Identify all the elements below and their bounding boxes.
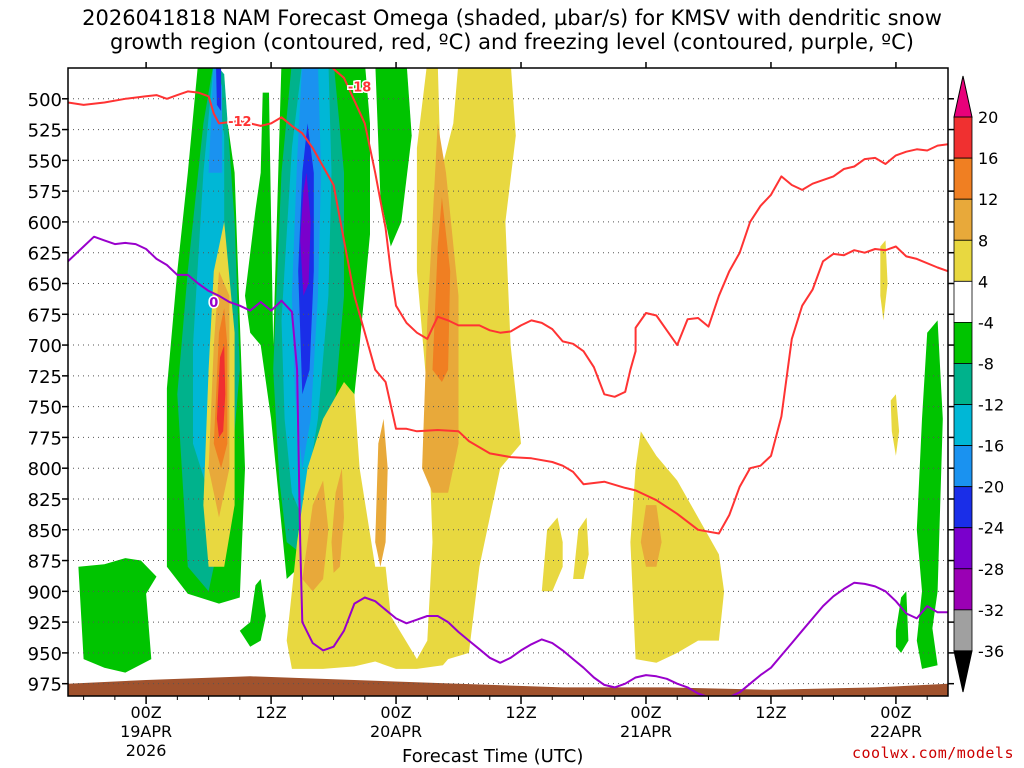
x-tick-time-48: 00Z	[630, 703, 661, 722]
omega-region-21	[302, 480, 329, 592]
x-tick-year-0: 2026	[126, 741, 167, 760]
colorbar-bin-7	[953, 363, 973, 405]
omega-region-5	[216, 68, 222, 112]
colorbar-label-9: -20	[978, 478, 1004, 497]
colorbar-label-10: -24	[978, 519, 1004, 538]
y-tick-label-650: 650	[28, 274, 62, 295]
y-tick-label-550: 550	[28, 151, 62, 172]
colorbar-bin-11	[953, 527, 973, 570]
contour-2	[68, 235, 948, 696]
x-tick-date-72: 22APR	[870, 722, 922, 741]
colorbar-label-8: -16	[978, 437, 1004, 456]
y-tick-label-725: 725	[28, 367, 62, 388]
colorbar-label-6: -8	[978, 354, 994, 373]
omega-region-28	[541, 517, 563, 592]
colorbar-label-7: -12	[978, 396, 1004, 415]
y-tick-label-575: 575	[28, 182, 62, 203]
y-tick-label-875: 875	[28, 552, 62, 573]
colorbar-label-5: -4	[978, 313, 994, 332]
x-tick-time-0: 00Z	[130, 703, 161, 722]
omega-region-12	[300, 172, 311, 296]
colorbar-label-12: -32	[978, 601, 1004, 620]
colorbar-label-4: 4	[978, 272, 988, 291]
plot-area: -12 -18 0	[68, 68, 948, 696]
colorbar-bin-4	[953, 239, 973, 282]
y-tick-label-600: 600	[28, 213, 62, 234]
omega-region-30	[880, 240, 888, 321]
x-tick-date-48: 21APR	[620, 722, 672, 741]
omega-region-22	[331, 468, 344, 573]
colorbar-bin-14	[953, 650, 973, 693]
terrain-ground	[68, 676, 948, 696]
omega-region-20	[286, 68, 521, 669]
chart-title: 2026041818 NAM Forecast Omega (shaded, µ…	[0, 6, 1024, 54]
contour-0	[68, 90, 948, 535]
colorbar-bin-5	[953, 280, 973, 323]
colorbar-bin-10	[953, 486, 973, 529]
colorbar-bin-13	[953, 609, 973, 652]
y-tick-label-525: 525	[28, 121, 62, 142]
contour-label-2: 0	[209, 296, 218, 311]
x-tick-time-36: 12Z	[505, 703, 536, 722]
y-tick-label-750: 750	[28, 398, 62, 419]
x-tick-time-24: 00Z	[380, 703, 411, 722]
omega-region-27	[640, 505, 662, 567]
y-tick-label-900: 900	[28, 582, 62, 603]
y-tick-label-825: 825	[28, 490, 62, 511]
y-tick-label-775: 775	[28, 428, 62, 449]
omega-region-13	[375, 68, 412, 247]
omega-region-15	[895, 591, 909, 653]
colorbar-label-13: -36	[978, 642, 1004, 661]
y-tick-label-500: 500	[28, 90, 62, 111]
y-tick-label-925: 925	[28, 613, 62, 634]
colorbar-bin-9	[953, 445, 973, 488]
omega-region-31	[890, 394, 900, 456]
colorbar-bin-0	[953, 75, 973, 118]
contour-1	[330, 68, 948, 398]
colorbar-bin-12	[953, 568, 973, 611]
colorbar-label-11: -28	[978, 560, 1004, 579]
colorbar-bin-8	[953, 404, 973, 446]
omega-region-6	[239, 579, 266, 647]
plot-frame	[67, 67, 949, 697]
contour-label-1: -18	[348, 80, 372, 95]
omega-region-19	[216, 345, 226, 438]
chart-title-line-1: 2026041818 NAM Forecast Omega (shaded, µ…	[82, 6, 942, 30]
colorbar-bin-3	[953, 198, 973, 241]
x-tick-time-72: 00Z	[880, 703, 911, 722]
colorbar-label-2: 12	[978, 190, 998, 209]
y-tick-label-950: 950	[28, 644, 62, 665]
colorbar-label-1: 16	[978, 149, 998, 168]
chart-title-line-2: growth region (contoured, red, ºC) and f…	[110, 30, 914, 54]
omega-region-29	[573, 517, 589, 579]
contour-label-0: -12	[228, 115, 252, 130]
omega-region-25	[432, 197, 451, 382]
x-tick-time-12: 12Z	[255, 703, 286, 722]
y-tick-label-675: 675	[28, 305, 62, 326]
x-axis-label: Forecast Time (UTC)	[402, 746, 584, 767]
colorbar-label-0: 20	[978, 108, 998, 127]
x-tick-date-24: 20APR	[370, 722, 422, 741]
colorbar-bin-6	[953, 321, 973, 364]
y-tick-label-800: 800	[28, 459, 62, 480]
omega-region-0	[78, 558, 157, 673]
x-tick-date-0: 19APR	[120, 722, 172, 741]
y-tick-label-700: 700	[28, 336, 62, 357]
y-tick-label-850: 850	[28, 521, 62, 542]
colorbar-bin-2	[953, 157, 973, 200]
y-tick-label-625: 625	[28, 244, 62, 265]
x-tick-time-60: 12Z	[755, 703, 786, 722]
colorbar-bin-1	[953, 116, 973, 159]
omega-region-14	[916, 320, 943, 669]
site-credit: coolwx.com/models	[851, 744, 1014, 762]
colorbar-label-3: 8	[978, 231, 988, 250]
y-tick-label-975: 975	[28, 675, 62, 696]
omega-region-26	[630, 431, 725, 663]
